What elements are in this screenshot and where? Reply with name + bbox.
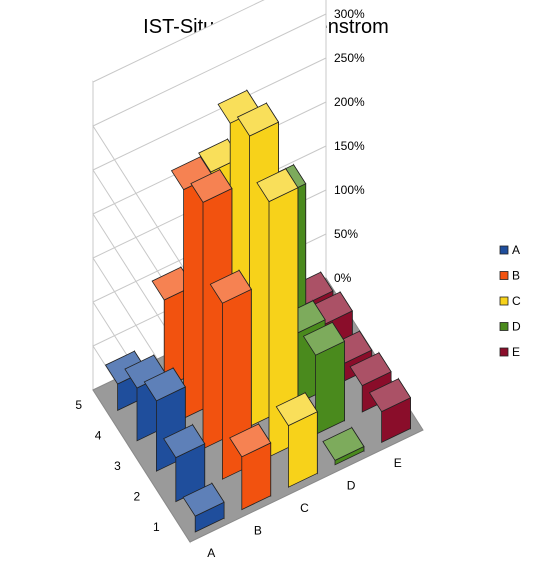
bar-top-face [322, 427, 365, 461]
y-tick-label: 3 [114, 459, 121, 473]
x-tick-label: B [254, 523, 262, 537]
chart-tick-labels: 0% 50% 100% 150% 200% 250% 300% A B C D E 1 2 3 4 5 [75, 7, 401, 560]
bar-top-face [256, 168, 299, 203]
z-tick-label: 150% [334, 139, 365, 153]
legend-label-A: A [512, 243, 520, 257]
y-tick-label: 2 [134, 489, 141, 503]
z-tick-label: 200% [334, 95, 365, 109]
legend-swatch-B [499, 271, 509, 280]
gridline [92, 13, 327, 279]
bar-D-2 [302, 321, 346, 436]
bar-top-face [302, 321, 346, 356]
bar-top-face [143, 367, 186, 402]
legend-label-B: B [512, 269, 520, 283]
legend-swatch-E [499, 347, 509, 357]
z-tick-label: 300% [334, 7, 365, 21]
bar-C-1 [275, 391, 318, 488]
bar-top-face [236, 102, 280, 137]
x-tick-label: D [347, 479, 356, 493]
y-tick-label: 5 [75, 398, 82, 412]
legend-swatch-A [499, 245, 509, 255]
legend-label-D: D [512, 320, 521, 334]
x-tick-label: E [394, 456, 402, 470]
legend-label-C: C [512, 294, 521, 308]
bar-top-face [368, 378, 412, 413]
bar-A-1 [182, 482, 225, 533]
bar-B-1 [229, 422, 272, 511]
z-tick-label: 0% [334, 271, 352, 285]
legend-swatch-D [499, 322, 509, 331]
z-tick-label: 100% [334, 183, 365, 197]
bar-top-face [209, 269, 252, 304]
bar-D-1 [322, 426, 365, 466]
z-tick-label: 50% [334, 227, 358, 241]
x-tick-label: C [300, 501, 309, 515]
legend-swatch-C [499, 296, 509, 306]
bar-C-2 [256, 167, 299, 458]
y-tick-label: 4 [95, 429, 102, 443]
bar-front-face [315, 340, 345, 436]
bar-top-face [229, 423, 272, 458]
bar-top-face [275, 392, 318, 427]
y-tick-label: 1 [153, 520, 160, 534]
bar-A-2 [163, 423, 206, 503]
chart-bars [104, 89, 412, 533]
bar-top-face [190, 169, 233, 203]
bar-top-face [182, 482, 225, 517]
legend-label-E: E [512, 345, 520, 359]
z-tick-label: 250% [334, 51, 365, 65]
x-tick-label: A [207, 546, 215, 560]
bar-top-face [349, 352, 392, 387]
bar-top-face [163, 424, 206, 459]
bar-E-1 [368, 377, 412, 444]
